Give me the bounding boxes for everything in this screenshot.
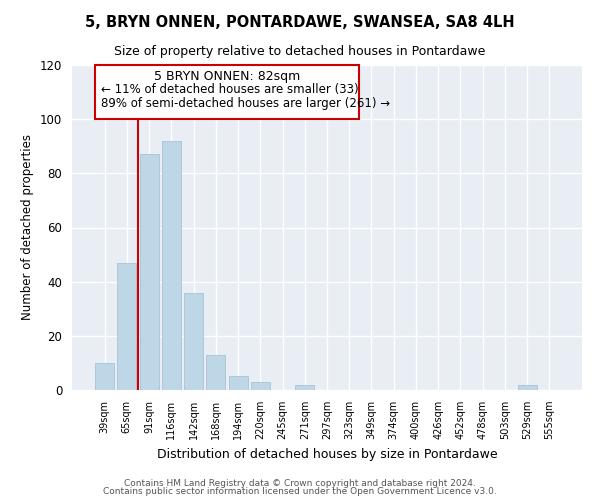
Text: Contains public sector information licensed under the Open Government Licence v3: Contains public sector information licen… <box>103 487 497 496</box>
Text: ← 11% of detached houses are smaller (33): ← 11% of detached houses are smaller (33… <box>101 82 359 96</box>
Text: 5, BRYN ONNEN, PONTARDAWE, SWANSEA, SA8 4LH: 5, BRYN ONNEN, PONTARDAWE, SWANSEA, SA8 … <box>85 15 515 30</box>
Bar <box>118 262 136 390</box>
Bar <box>140 154 158 390</box>
FancyBboxPatch shape <box>95 65 359 119</box>
Bar <box>95 363 114 390</box>
Text: 89% of semi-detached houses are larger (261) →: 89% of semi-detached houses are larger (… <box>101 98 391 110</box>
Y-axis label: Number of detached properties: Number of detached properties <box>22 134 34 320</box>
Bar <box>518 384 536 390</box>
Bar <box>184 292 203 390</box>
Bar <box>229 376 248 390</box>
Bar <box>206 355 225 390</box>
X-axis label: Distribution of detached houses by size in Pontardawe: Distribution of detached houses by size … <box>157 448 497 460</box>
Text: 5 BRYN ONNEN: 82sqm: 5 BRYN ONNEN: 82sqm <box>154 70 300 84</box>
Text: Size of property relative to detached houses in Pontardawe: Size of property relative to detached ho… <box>115 45 485 58</box>
Bar <box>162 141 181 390</box>
Bar <box>251 382 270 390</box>
Bar <box>295 384 314 390</box>
Text: Contains HM Land Registry data © Crown copyright and database right 2024.: Contains HM Land Registry data © Crown c… <box>124 478 476 488</box>
